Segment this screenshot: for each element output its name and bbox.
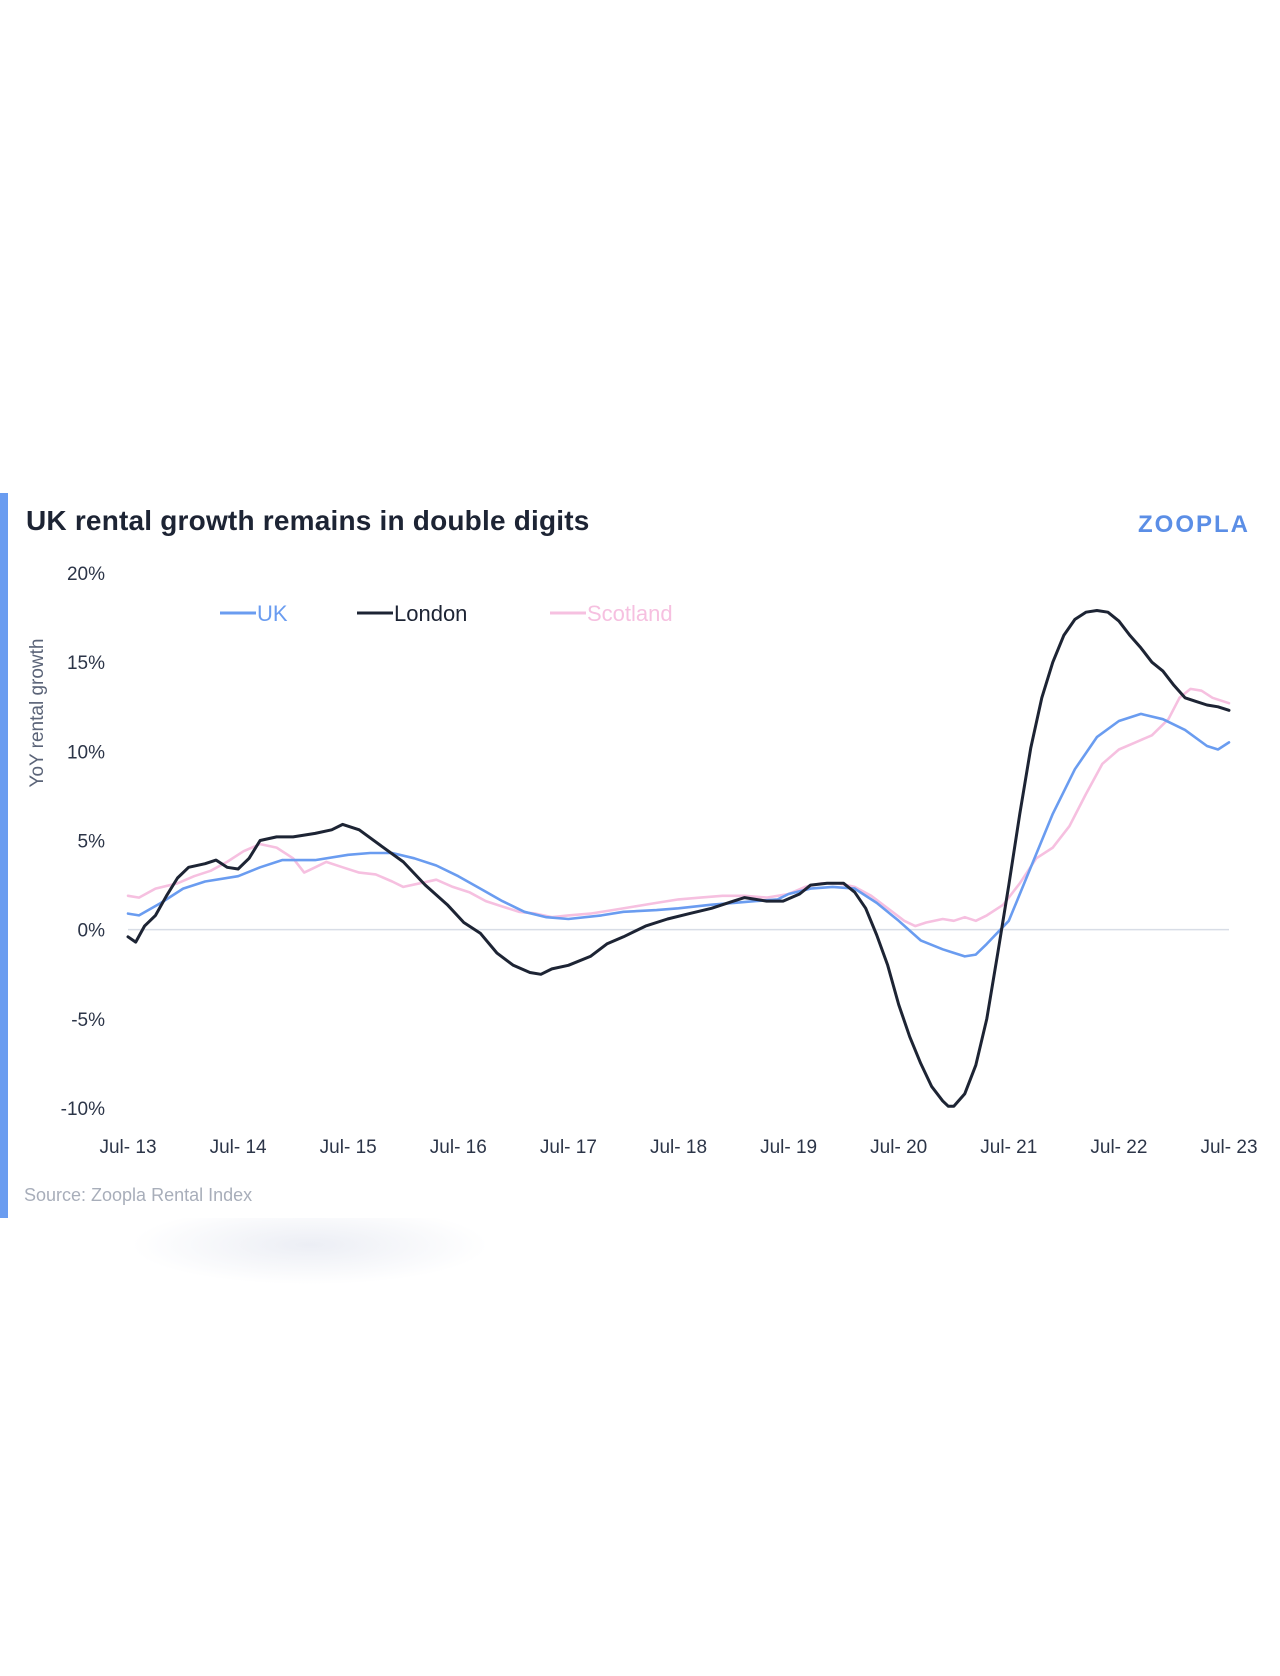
- x-axis-ticks: Jul- 13 Jul- 14 Jul- 15 Jul- 16 Jul- 17 Jul- …: [99, 1137, 1257, 1158]
- chart-card: [0, 493, 1280, 1218]
- x-tick-label: Jul- 17: [540, 1137, 597, 1158]
- x-tick-label: Jul- 15: [320, 1137, 377, 1158]
- y-axis-ticks: 20% 15% 10% 5% 0% -5% -10%: [61, 564, 105, 1120]
- legend-label-uk: UK: [257, 601, 288, 626]
- card-shadow: [130, 1205, 490, 1285]
- x-tick-label: Jul- 19: [760, 1137, 817, 1158]
- x-tick-label: Jul- 14: [210, 1137, 267, 1158]
- line-chart: 20%15%10%5%0%-5%-10% Jul- 13 Jul- 14 Jul- …: [27, 564, 1258, 1158]
- y-axis-label: YoY rental growth: [27, 639, 48, 788]
- source-note: Source: Zoopla Rental Index: [24, 1185, 253, 1205]
- y-tick-label: 5%: [78, 832, 106, 853]
- x-tick-label: Jul- 21: [980, 1137, 1037, 1158]
- x-tick-label: Jul- 13: [99, 1137, 156, 1158]
- y-tick-label: 0%: [78, 921, 106, 942]
- x-tick-label: Jul- 20: [870, 1137, 927, 1158]
- series-line-scotland: [126, 687, 1231, 928]
- legend-label-scotland: Scotland: [587, 601, 673, 626]
- y-tick-label: -10%: [61, 1099, 105, 1120]
- y-tick-label: 15%: [67, 653, 105, 674]
- x-tick-label: Jul- 22: [1090, 1137, 1147, 1158]
- series-lines: [126, 609, 1231, 1108]
- accent-bar: [0, 493, 8, 1218]
- legend-label-london: London: [394, 601, 467, 626]
- x-tick-label: Jul- 16: [430, 1137, 487, 1158]
- brand-logo: ZOOPLA: [1138, 511, 1250, 538]
- y-tick-label: 20%: [67, 564, 105, 585]
- x-tick-label: Jul- 23: [1200, 1137, 1257, 1158]
- x-tick-label: Jul- 18: [650, 1137, 707, 1158]
- series-line-london: [126, 609, 1231, 1108]
- legend: UK London Scotland: [220, 601, 673, 626]
- y-tick-label: -5%: [71, 1010, 105, 1031]
- y-tick-label: 10%: [67, 742, 105, 763]
- chart-title: UK rental growth remains in double digit…: [26, 505, 590, 536]
- series-line-uk: [126, 712, 1231, 958]
